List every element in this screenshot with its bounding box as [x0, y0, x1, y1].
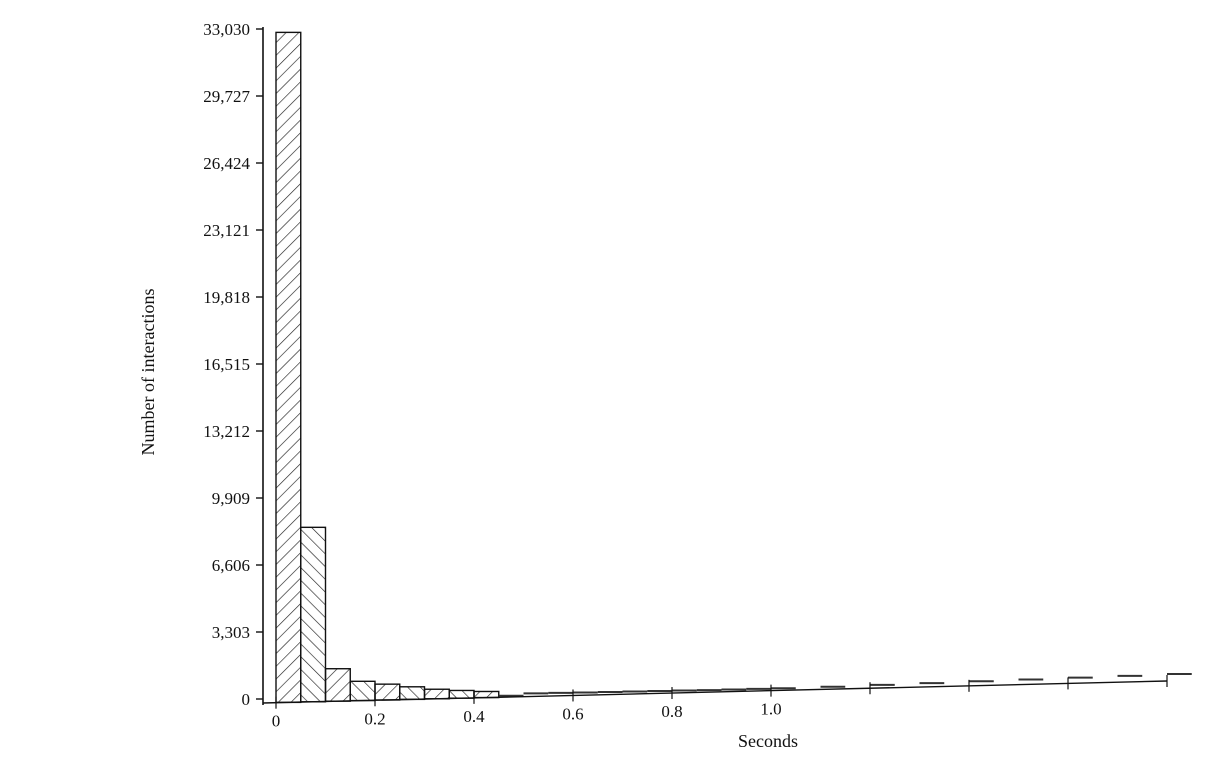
histogram-bar	[349, 680, 376, 702]
histogram-bar	[423, 688, 450, 700]
histogram-bar	[448, 689, 475, 699]
tail-group	[498, 673, 1192, 697]
y-tick-label: 13,212	[203, 422, 250, 441]
y-tick-label: 0	[242, 690, 251, 709]
y-tick-label: 9,909	[212, 489, 250, 508]
histogram-bar	[399, 686, 426, 701]
x-tick-label: 0.2	[364, 709, 385, 728]
histogram-bar	[324, 668, 351, 702]
x-axis-title: Seconds	[738, 731, 798, 751]
x-tick-label: 0	[272, 712, 281, 731]
bars-group	[275, 31, 500, 704]
x-tick-label: 0.6	[562, 704, 583, 723]
y-tick-label: 23,121	[203, 221, 250, 240]
x-tick-label: 1.0	[760, 700, 781, 719]
y-tick-label: 29,727	[203, 87, 250, 106]
x-axis-line	[262, 680, 1168, 704]
y-tick-label: 19,818	[203, 288, 250, 307]
x-ticks-group: 0 0.2 0.4 0.6 0.8 1.0	[272, 675, 1168, 731]
y-tick-label: 3,303	[212, 623, 250, 642]
histogram-bar	[275, 31, 302, 704]
y-tick-label: 26,424	[203, 154, 250, 173]
y-tick-label: 16,515	[203, 355, 250, 374]
y-axis-title: Number of interactions	[138, 289, 158, 456]
histogram-bar	[473, 690, 500, 699]
y-tick-label: 33,030	[203, 20, 250, 39]
y-tick-label: 6,606	[212, 556, 250, 575]
x-tick-label: 0.4	[463, 707, 485, 726]
y-ticks-group: 0 3,303 6,606 9,909 13,212 16,515 19,818 23,121…	[203, 20, 263, 709]
histogram-bar	[300, 526, 327, 703]
x-tick-label: 0.8	[661, 702, 682, 721]
histogram-bar	[374, 683, 401, 701]
